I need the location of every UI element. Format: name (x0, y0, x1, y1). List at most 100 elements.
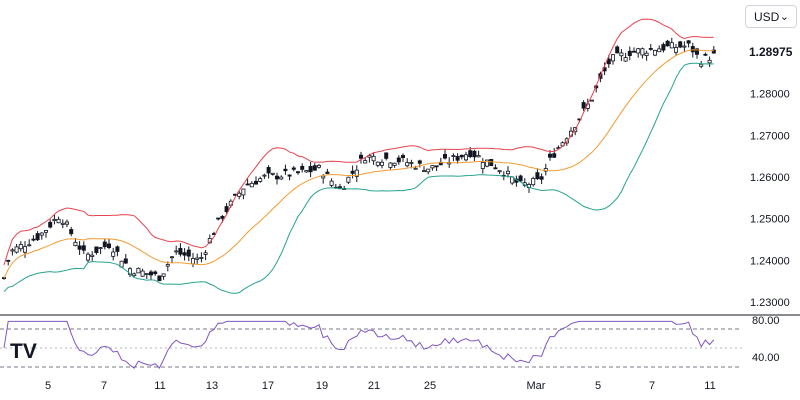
candle (678, 40, 683, 49)
candle (442, 148, 447, 160)
chevron-down-icon: ⌄ (779, 11, 789, 23)
candle (480, 158, 485, 174)
candle (262, 173, 267, 179)
price-axis[interactable]: 1.28000 1.27000 1.26000 1.25000 1.24000 1.230… (750, 89, 790, 309)
candle (489, 159, 494, 167)
candle (346, 176, 351, 184)
candle (472, 149, 477, 162)
time-tick-label: Mar (527, 380, 546, 392)
candle (539, 173, 544, 185)
candle (686, 40, 691, 48)
candle (451, 153, 456, 162)
candle (325, 168, 330, 174)
candle (148, 269, 153, 281)
candle (669, 37, 674, 49)
candle (190, 252, 195, 268)
candle (216, 217, 221, 221)
time-tick-label: 17 (262, 380, 274, 392)
candle (640, 47, 645, 59)
time-tick-label: 11 (154, 380, 165, 392)
candle (270, 172, 275, 176)
candle (358, 151, 363, 164)
candle (274, 172, 279, 185)
candle (636, 47, 641, 58)
candle (514, 175, 519, 187)
time-tick-label: 7 (649, 380, 655, 392)
time-tick-label: 11 (704, 380, 715, 392)
candle (199, 252, 204, 263)
candle (535, 168, 540, 180)
candle (308, 162, 313, 178)
candle (627, 46, 632, 61)
candle (224, 203, 229, 214)
candle (6, 259, 11, 266)
candle (392, 162, 397, 168)
candle (31, 235, 36, 242)
candle (153, 270, 158, 276)
candle (354, 165, 359, 183)
rsi-tick-label: 80.00 (752, 315, 780, 327)
candle (476, 150, 481, 158)
candle (375, 161, 380, 168)
candle (186, 246, 191, 262)
candle (52, 214, 57, 225)
rsi-line (3, 320, 715, 369)
candle (253, 176, 258, 185)
candle (409, 159, 414, 169)
candle (48, 219, 53, 229)
time-tick-label: 25 (424, 380, 436, 392)
candle (90, 251, 95, 261)
tradingview-logo[interactable]: TV (10, 340, 37, 363)
candle (283, 164, 288, 175)
candle (619, 49, 624, 62)
candle (434, 165, 439, 172)
candle (548, 150, 553, 161)
candle (27, 239, 32, 247)
price-tick-label: 1.26000 (750, 172, 790, 184)
candles-layer (2, 37, 716, 282)
candle (86, 252, 91, 263)
candle (350, 165, 355, 179)
candle (174, 245, 179, 255)
candle (379, 159, 384, 169)
candle (56, 216, 61, 224)
rsi-tick-label: 40.00 (752, 352, 780, 364)
candle (674, 44, 679, 57)
candle (421, 166, 426, 173)
rsi-indicator-layer (3, 320, 715, 369)
candle (140, 268, 145, 277)
candle (279, 175, 284, 180)
time-tick-label: 13 (206, 380, 218, 392)
candle (132, 272, 137, 278)
candle (623, 52, 628, 62)
candle (266, 165, 271, 179)
candle (304, 169, 309, 173)
price-tick-label: 1.27000 (750, 130, 790, 142)
candle (543, 163, 548, 176)
candle (493, 164, 498, 170)
currency-label: USD (754, 9, 780, 24)
rsi-axis[interactable]: 80.00 40.00 (752, 315, 780, 364)
candle (329, 178, 334, 188)
candle (258, 176, 263, 183)
candle (657, 45, 662, 53)
time-tick-label: 5 (595, 380, 601, 392)
candle (295, 170, 300, 175)
upper-band-line (3, 18, 714, 266)
candle (69, 226, 74, 237)
candle (182, 248, 187, 261)
candle (405, 158, 410, 168)
candle (632, 47, 637, 53)
candle (590, 99, 595, 102)
tradingview-logo-text: TV (10, 340, 37, 363)
candle (169, 256, 174, 263)
candle (661, 42, 666, 53)
time-tick-label: 19 (316, 380, 328, 392)
candle (237, 190, 242, 200)
time-tick-label: 21 (368, 380, 380, 392)
candle (115, 245, 120, 257)
candle (161, 273, 166, 280)
currency-selector-button[interactable]: USD ⌄ (745, 5, 797, 28)
time-axis[interactable]: 5 7 11 13 17 19 21 25 Mar 5 7 11 (45, 380, 716, 392)
